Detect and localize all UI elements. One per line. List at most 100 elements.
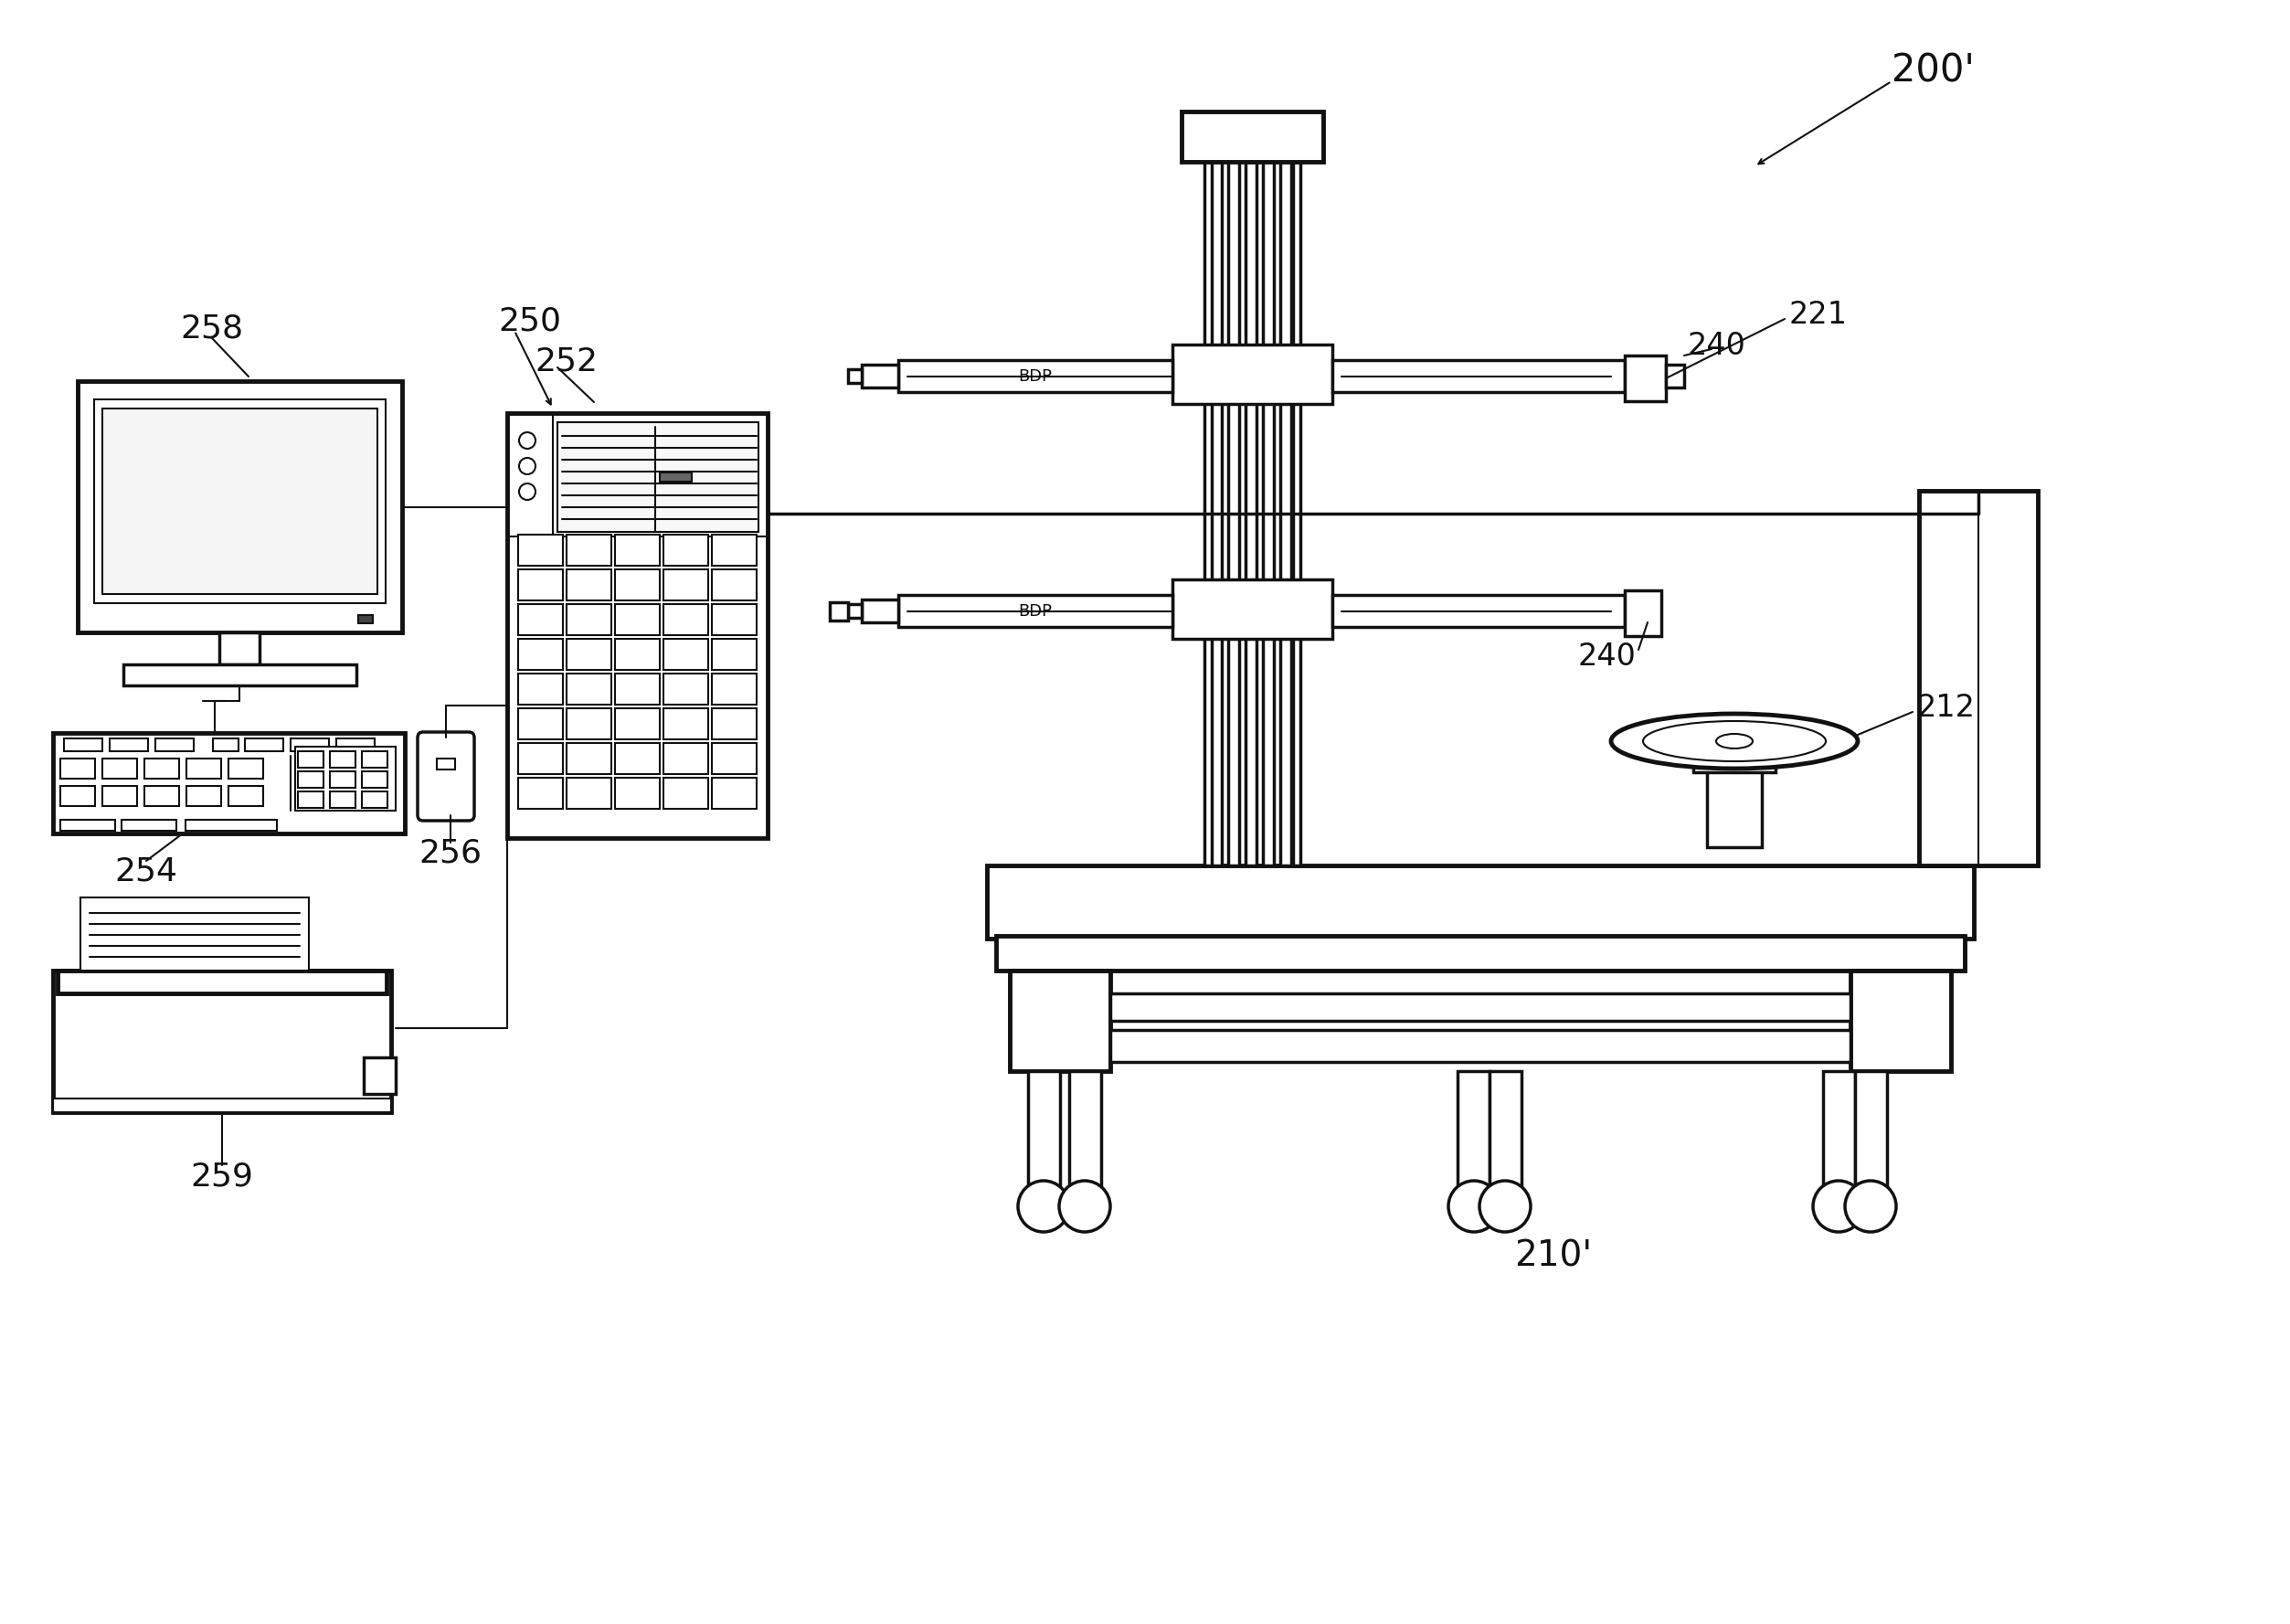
Bar xyxy=(103,786,137,806)
Bar xyxy=(1211,162,1223,866)
Bar xyxy=(78,382,403,632)
Bar xyxy=(60,820,115,831)
Bar xyxy=(566,604,611,635)
Bar xyxy=(144,786,179,806)
Bar xyxy=(1069,1072,1101,1190)
Bar xyxy=(518,534,563,565)
Bar xyxy=(1010,971,1111,1072)
Bar xyxy=(712,778,756,809)
Circle shape xyxy=(1019,1181,1069,1233)
Text: BDP: BDP xyxy=(1019,603,1051,620)
Bar xyxy=(1823,1072,1855,1190)
Bar xyxy=(298,791,323,807)
Bar xyxy=(847,604,861,617)
Bar xyxy=(362,791,387,807)
Bar xyxy=(847,369,861,383)
Bar xyxy=(213,739,238,752)
Bar xyxy=(229,758,263,778)
Bar xyxy=(362,752,387,768)
Bar xyxy=(64,739,103,752)
Ellipse shape xyxy=(1642,721,1825,762)
Bar xyxy=(566,744,611,775)
Bar xyxy=(1028,1072,1060,1190)
Bar xyxy=(1172,344,1333,404)
Bar xyxy=(1624,356,1665,401)
Bar xyxy=(712,638,756,669)
Circle shape xyxy=(520,458,536,474)
Text: 240: 240 xyxy=(1578,641,1635,672)
Text: 259: 259 xyxy=(190,1161,254,1192)
Bar xyxy=(124,664,357,685)
Bar xyxy=(1111,994,1850,1021)
Bar xyxy=(664,778,708,809)
Bar xyxy=(556,422,758,533)
Bar xyxy=(616,778,660,809)
Bar xyxy=(616,744,660,775)
Bar xyxy=(330,752,355,768)
Bar xyxy=(566,778,611,809)
Bar xyxy=(94,400,385,603)
Bar xyxy=(566,534,611,565)
Bar xyxy=(121,820,176,831)
Bar xyxy=(518,744,563,775)
Text: 212: 212 xyxy=(1917,692,1976,723)
Text: 254: 254 xyxy=(115,856,179,887)
Bar xyxy=(110,739,149,752)
Bar xyxy=(144,758,179,778)
Bar xyxy=(1706,765,1761,848)
Bar xyxy=(712,708,756,739)
Bar xyxy=(357,615,373,624)
Circle shape xyxy=(1058,1181,1111,1233)
Bar xyxy=(518,708,563,739)
Text: 210': 210' xyxy=(1514,1239,1592,1273)
Bar xyxy=(664,708,708,739)
Bar xyxy=(298,752,323,768)
Bar xyxy=(1919,490,2038,866)
Text: 258: 258 xyxy=(181,312,243,344)
Bar xyxy=(1280,162,1292,866)
Bar xyxy=(60,758,96,778)
Bar xyxy=(566,674,611,705)
Bar xyxy=(295,747,396,810)
Bar xyxy=(362,771,387,788)
Bar xyxy=(1855,1072,1887,1190)
Bar xyxy=(616,534,660,565)
Bar xyxy=(664,570,708,601)
Bar xyxy=(518,570,563,601)
Bar xyxy=(996,935,1965,971)
Bar xyxy=(291,739,330,752)
Text: 240: 240 xyxy=(1688,331,1745,362)
Bar xyxy=(53,732,405,833)
Bar xyxy=(220,632,259,664)
Bar xyxy=(1227,162,1239,866)
Bar xyxy=(712,570,756,601)
Bar xyxy=(103,409,378,594)
Bar xyxy=(185,758,222,778)
Bar xyxy=(898,594,1172,627)
FancyBboxPatch shape xyxy=(417,732,474,820)
Bar xyxy=(330,771,355,788)
Bar xyxy=(80,898,309,971)
Ellipse shape xyxy=(1715,734,1752,749)
Text: 250: 250 xyxy=(497,307,561,338)
Circle shape xyxy=(1846,1181,1896,1233)
Bar xyxy=(664,744,708,775)
Bar xyxy=(1333,361,1624,391)
Bar xyxy=(1850,971,1951,1072)
Bar xyxy=(1294,162,1301,866)
Bar xyxy=(364,1057,396,1095)
Bar xyxy=(712,674,756,705)
Bar xyxy=(660,473,692,482)
Bar xyxy=(1111,1030,1850,1062)
Circle shape xyxy=(1447,1181,1500,1233)
Bar xyxy=(518,778,563,809)
Bar xyxy=(987,866,1974,939)
Bar xyxy=(664,638,708,669)
Bar xyxy=(1205,162,1211,866)
Bar xyxy=(229,786,263,806)
Bar xyxy=(506,412,767,838)
Bar xyxy=(53,1104,392,1112)
Bar xyxy=(616,604,660,635)
Bar xyxy=(518,674,563,705)
Bar xyxy=(664,604,708,635)
